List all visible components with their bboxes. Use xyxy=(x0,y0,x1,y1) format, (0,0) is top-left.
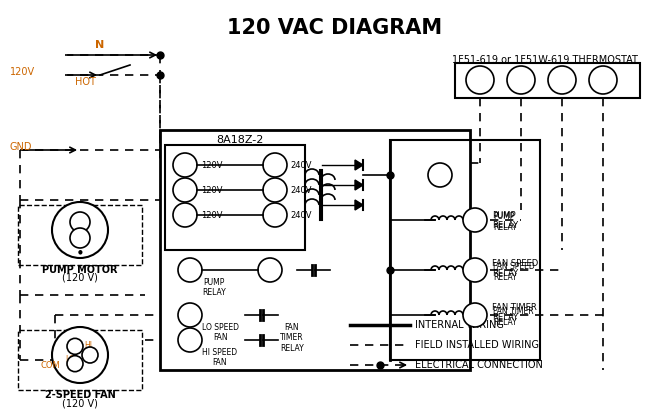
Text: HI: HI xyxy=(84,341,92,349)
Circle shape xyxy=(173,203,197,227)
Circle shape xyxy=(589,66,617,94)
Polygon shape xyxy=(355,200,363,210)
Text: P2: P2 xyxy=(179,186,192,194)
Circle shape xyxy=(173,178,197,202)
Circle shape xyxy=(463,303,487,327)
Bar xyxy=(165,145,305,250)
Text: F2: F2 xyxy=(179,210,191,220)
Text: W: W xyxy=(469,215,481,225)
Text: FAN TIMER: FAN TIMER xyxy=(492,303,537,313)
Text: P2: P2 xyxy=(269,186,281,194)
Text: FAN SPEED: FAN SPEED xyxy=(493,262,535,271)
Text: N: N xyxy=(181,160,189,170)
Bar xyxy=(160,130,470,370)
Circle shape xyxy=(67,338,83,354)
Bar xyxy=(455,63,640,98)
Text: 120 VAC DIAGRAM: 120 VAC DIAGRAM xyxy=(227,18,443,38)
Circle shape xyxy=(178,328,202,352)
Text: ELECTRICAL CONNECTION: ELECTRICAL CONNECTION xyxy=(415,360,543,370)
Text: L0: L0 xyxy=(184,310,196,320)
Circle shape xyxy=(67,356,83,372)
Polygon shape xyxy=(355,180,363,190)
Circle shape xyxy=(263,153,287,177)
Text: ●: ● xyxy=(78,249,82,254)
Text: (120 V): (120 V) xyxy=(62,398,98,408)
Text: 120V: 120V xyxy=(201,160,222,170)
Circle shape xyxy=(263,203,287,227)
Text: RELAY: RELAY xyxy=(492,220,518,230)
Text: HI: HI xyxy=(185,336,195,344)
Text: 120V: 120V xyxy=(10,67,35,77)
Polygon shape xyxy=(355,160,363,170)
Text: 1F51-619 or 1F51W-619 THERMOSTAT: 1F51-619 or 1F51W-619 THERMOSTAT xyxy=(452,55,638,65)
Text: RELAY: RELAY xyxy=(493,318,517,327)
Text: FAN TIMER: FAN TIMER xyxy=(493,307,533,316)
Circle shape xyxy=(52,202,108,258)
Text: 120V: 120V xyxy=(201,210,222,220)
Text: GND: GND xyxy=(10,142,33,152)
Text: PUMP
RELAY: PUMP RELAY xyxy=(202,278,226,297)
Text: 240V: 240V xyxy=(290,160,312,170)
Text: P1: P1 xyxy=(263,266,277,274)
Text: N: N xyxy=(95,40,105,50)
Text: COM: COM xyxy=(40,360,60,370)
Text: RELAY: RELAY xyxy=(493,223,517,232)
Text: G: G xyxy=(598,73,608,86)
Text: G: G xyxy=(470,310,480,320)
Circle shape xyxy=(178,303,202,327)
Text: RELAY: RELAY xyxy=(492,269,518,277)
Text: 120V: 120V xyxy=(201,186,222,194)
Text: 240V: 240V xyxy=(290,210,312,220)
Circle shape xyxy=(466,66,494,94)
Text: F2: F2 xyxy=(269,210,281,220)
Circle shape xyxy=(507,66,535,94)
Bar xyxy=(390,140,540,360)
Text: FAN SPEED: FAN SPEED xyxy=(492,259,538,267)
Text: 8A18Z-2: 8A18Z-2 xyxy=(216,135,264,145)
Text: 240V: 240V xyxy=(290,186,312,194)
Circle shape xyxy=(82,347,98,363)
Text: FIELD INSTALLED WIRING: FIELD INSTALLED WIRING xyxy=(415,340,539,350)
Text: R: R xyxy=(475,73,485,86)
Circle shape xyxy=(178,258,202,282)
Text: PUMP: PUMP xyxy=(493,212,515,221)
Text: L2: L2 xyxy=(269,160,281,170)
Circle shape xyxy=(463,208,487,232)
Text: HI SPEED
FAN: HI SPEED FAN xyxy=(202,348,237,367)
Text: PUMP MOTOR: PUMP MOTOR xyxy=(42,265,118,275)
Text: PUMP: PUMP xyxy=(492,210,516,220)
Circle shape xyxy=(428,163,452,187)
Text: INTERNAL WIRING: INTERNAL WIRING xyxy=(415,320,504,330)
Text: (120 V): (120 V) xyxy=(62,273,98,283)
Text: LO: LO xyxy=(65,355,75,365)
Circle shape xyxy=(263,178,287,202)
Circle shape xyxy=(70,228,90,248)
Text: LO SPEED
FAN: LO SPEED FAN xyxy=(202,323,239,342)
Circle shape xyxy=(70,212,90,232)
Circle shape xyxy=(173,153,197,177)
Text: HOT: HOT xyxy=(75,77,96,87)
Text: RELAY: RELAY xyxy=(492,313,518,323)
Bar xyxy=(18,330,142,390)
Text: L1: L1 xyxy=(184,266,196,274)
Text: Y: Y xyxy=(557,73,567,86)
Circle shape xyxy=(463,258,487,282)
Circle shape xyxy=(52,327,108,383)
Text: R: R xyxy=(436,170,444,180)
Bar xyxy=(18,205,142,265)
Text: Y: Y xyxy=(471,265,479,275)
Text: W: W xyxy=(514,73,528,86)
Text: RELAY: RELAY xyxy=(493,273,517,282)
Text: 2-SPEED FAN: 2-SPEED FAN xyxy=(45,390,115,400)
Text: FAN
TIMER
RELAY: FAN TIMER RELAY xyxy=(280,323,304,353)
Circle shape xyxy=(548,66,576,94)
Circle shape xyxy=(258,258,282,282)
